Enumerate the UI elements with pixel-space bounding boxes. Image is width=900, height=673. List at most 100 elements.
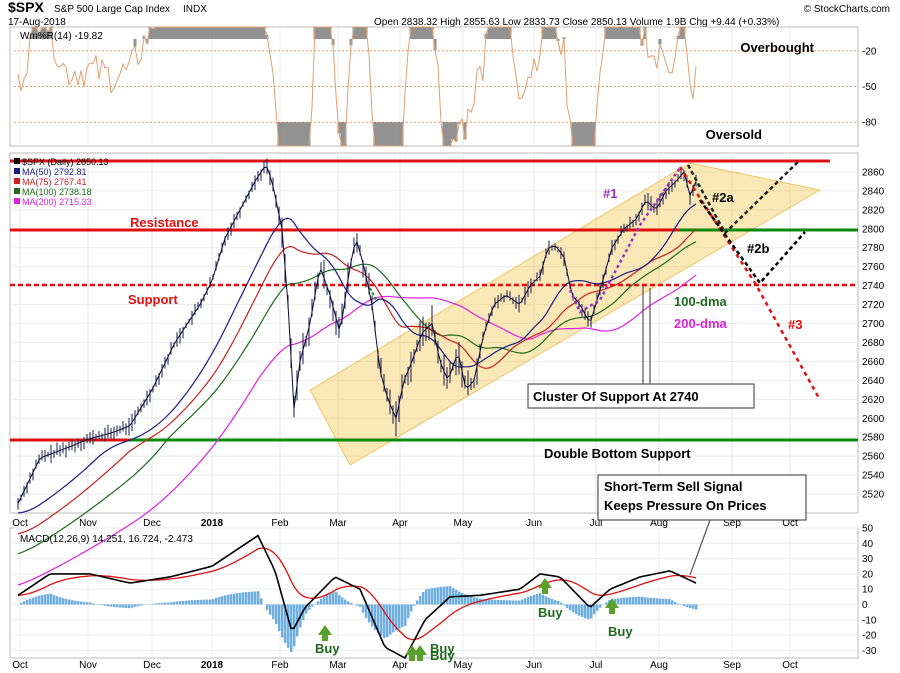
macd-hist-bar [386, 604, 389, 638]
macd-hist-bar [377, 604, 380, 634]
buy-arrow-icon [538, 578, 552, 594]
macd-hist-bar [23, 601, 26, 605]
ohlc-text: Open 2838.32 High 2855.63 Low 2833.73 Cl… [374, 17, 779, 28]
macd-hist-bar [434, 587, 437, 605]
macd-hist-bar [197, 599, 200, 605]
macd-hist-bar [131, 604, 134, 608]
legend-label: MA(100) 2738.18 [22, 187, 92, 197]
macd-hist-bar [347, 601, 350, 605]
macd-hist-bar [425, 589, 428, 605]
y-tick-label: 2820 [862, 205, 885, 216]
macd-hist-bar [527, 596, 530, 605]
macd-hist-bar [677, 603, 680, 605]
macd-hist-bar [689, 604, 692, 609]
macd-hist-bar [281, 604, 284, 638]
macd-tick-label: 50 [862, 524, 874, 535]
y-tick-label: 2600 [862, 414, 885, 425]
macd-hist-bar [599, 604, 602, 608]
macd-hist-bar [617, 598, 620, 605]
macd-hist-bar [125, 604, 128, 608]
macd-hist-bar [110, 604, 113, 607]
x-tick-label-macd: Mar [329, 660, 347, 671]
macd-hist-bar [314, 603, 317, 605]
wr-tick-label: -80 [862, 118, 877, 129]
macd-hist-bar [566, 604, 569, 609]
macd-hist-bar [581, 604, 584, 617]
macd-hist-bar [428, 588, 431, 605]
macd-tick-label: 30 [862, 554, 874, 565]
macd-hist-bar [530, 595, 533, 605]
double-bottom-label: Double Bottom Support [544, 446, 691, 461]
macd-hist-bar [338, 594, 341, 605]
macd-hist-bar [173, 601, 176, 605]
macd-hist-bar [653, 598, 656, 605]
x-tick-label-macd: Jun [526, 660, 542, 671]
macd-hist-bar [251, 591, 254, 605]
signal-line [17, 547, 697, 641]
macd-hist-bar [563, 604, 566, 606]
macd-hist-bar [143, 604, 146, 606]
macd-hist-bar [497, 599, 500, 605]
label-2a: #2a [712, 190, 734, 205]
macd-hist-bar [632, 596, 635, 605]
dma100-label: 100-dma [674, 294, 728, 309]
macd-hist-bar [512, 600, 515, 605]
axes: Oct Oct Nov Nov Dec Dec 2018 2018 Feb Feb Mar Mar Ap… [12, 46, 884, 671]
x-tick-label-macd: Feb [271, 660, 289, 671]
macd-hist-bar [626, 597, 629, 605]
macd-hist-bar [575, 604, 578, 615]
buy-label: Buy [430, 641, 455, 656]
macd-hist-bar [83, 601, 86, 605]
macd-hist-bar [542, 594, 545, 605]
macd-hist-bar [203, 599, 206, 605]
macd-hist-bar [668, 598, 671, 605]
macd-hist-bar [335, 592, 338, 605]
macd-hist-bar [590, 604, 593, 619]
macd-hist-bar [194, 600, 197, 605]
macd-hist-bar [77, 601, 80, 605]
macd-hist-bar [518, 600, 521, 605]
macd-hist-bar [86, 602, 89, 605]
macd-hist-bar [368, 604, 371, 623]
macd-hist-bar [494, 599, 497, 605]
buy-arrow-icon [413, 645, 427, 661]
buy-label: Buy [538, 605, 563, 620]
label-1: #1 [603, 186, 617, 201]
macd-hist-bar [326, 594, 329, 605]
macd-hist-bar [416, 600, 419, 605]
macd-hist-bar [44, 594, 47, 605]
macd-hist-bar [50, 593, 53, 605]
macd-hist-bar [449, 586, 452, 605]
macd-hist-bar [32, 597, 35, 605]
y-tick-label: 2700 [862, 319, 885, 330]
macd-hist-bar [266, 604, 269, 610]
projection-2a [686, 159, 801, 236]
sell-signal-box [597, 474, 807, 521]
macd-hist-bar [392, 604, 395, 633]
legend-swatch [14, 198, 20, 204]
macd-hist-bar [683, 604, 686, 607]
support-label: Support [128, 292, 178, 307]
buy-arrow-icon [405, 645, 419, 661]
macd-hist-bar [491, 599, 494, 605]
macd-hist-bar [374, 604, 377, 630]
macd-hist-bar [71, 600, 74, 605]
macd-hist-bar [356, 604, 359, 606]
y-tick-label: 2540 [862, 471, 885, 482]
macd-hist-bar [578, 604, 581, 616]
legend-label: MA(50) 2792.81 [22, 167, 87, 177]
macd-hist-bar [254, 591, 257, 605]
macd-hist-bar [635, 596, 638, 605]
macd-hist-bar [185, 600, 188, 605]
macd-hist-bar [224, 595, 227, 605]
macd-hist-bar [293, 604, 296, 647]
macd-hist-bar [686, 604, 689, 608]
macd-hist-bar [92, 603, 95, 605]
macd-hist-bar [404, 604, 407, 626]
macd-hist-bar [38, 595, 41, 605]
macd-hist-bar [269, 604, 272, 615]
resistance-label: Resistance [130, 215, 199, 230]
ma200-line [17, 274, 697, 586]
macd-hist-bar [311, 604, 314, 607]
